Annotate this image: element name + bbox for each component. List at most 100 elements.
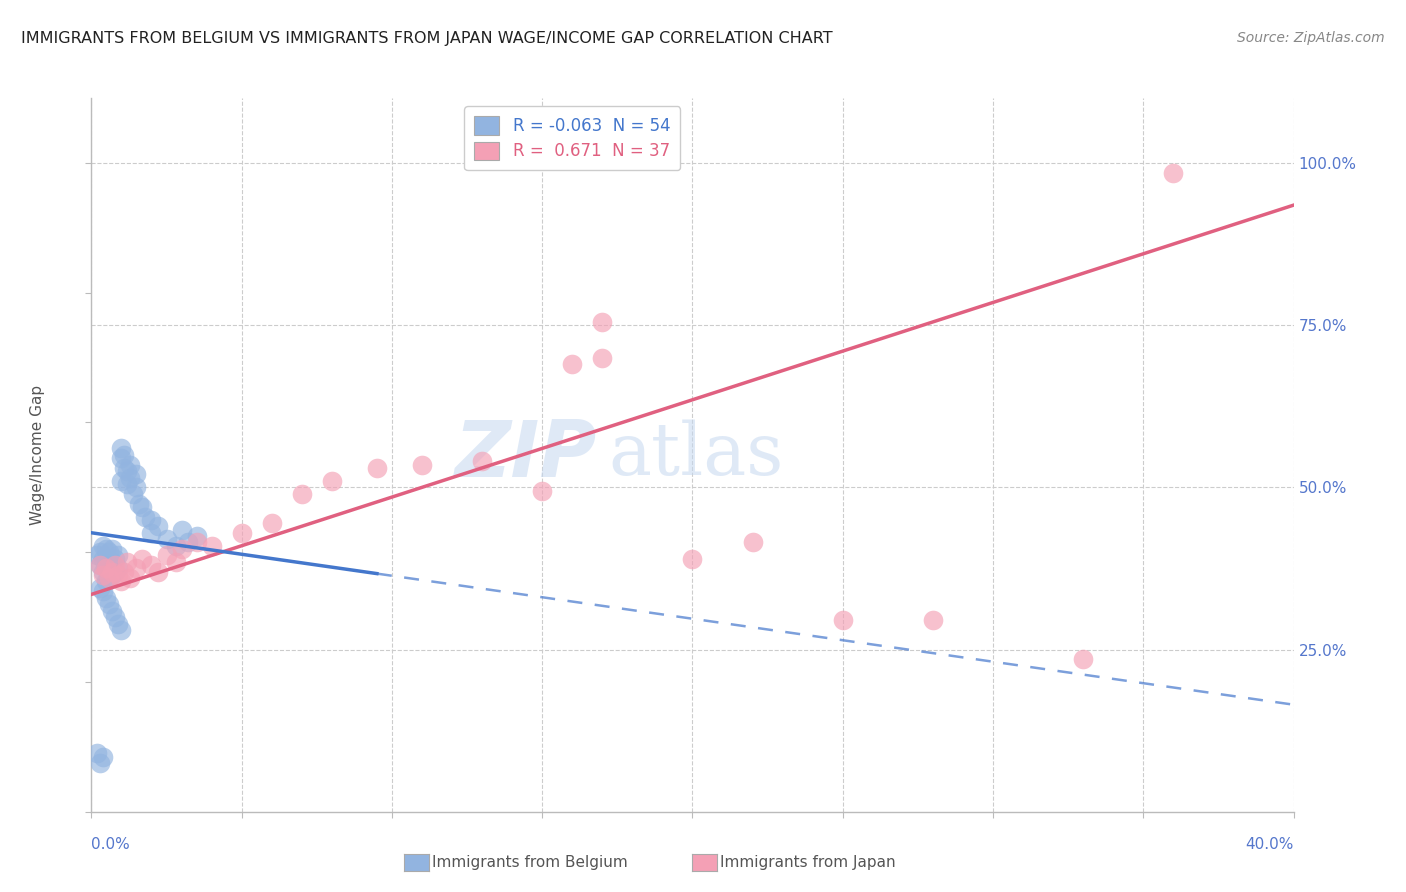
Point	[134, 509, 156, 524]
Point	[107, 561, 129, 575]
Point	[98, 545, 121, 559]
Point	[131, 551, 153, 566]
Point	[120, 470, 142, 484]
Text: 0.0%: 0.0%	[91, 837, 131, 852]
Point	[114, 461, 136, 475]
Point	[170, 523, 193, 537]
Text: Immigrants from Belgium: Immigrants from Belgium	[432, 855, 627, 870]
Point	[98, 571, 121, 585]
Point	[561, 357, 583, 371]
Point	[146, 519, 169, 533]
Point	[125, 467, 148, 482]
Point	[96, 541, 118, 556]
Point	[89, 558, 111, 573]
Point	[117, 464, 139, 478]
Point	[831, 613, 853, 627]
Point	[471, 454, 494, 468]
Point	[1161, 166, 1184, 180]
Point	[681, 551, 703, 566]
Point	[186, 529, 208, 543]
Point	[93, 565, 115, 579]
Point	[141, 513, 163, 527]
Point	[89, 581, 111, 595]
Point	[411, 458, 433, 472]
Point	[741, 535, 763, 549]
Point	[155, 549, 177, 563]
Text: Source: ZipAtlas.com: Source: ZipAtlas.com	[1237, 31, 1385, 45]
Point	[141, 558, 163, 573]
Point	[1071, 652, 1094, 666]
Point	[104, 610, 127, 624]
Point	[107, 549, 129, 563]
Point	[86, 747, 108, 761]
Point	[165, 539, 187, 553]
Point	[291, 487, 314, 501]
Point	[101, 568, 124, 582]
Point	[93, 551, 115, 566]
Point	[120, 571, 142, 585]
Point	[89, 545, 111, 559]
Text: Immigrants from Japan: Immigrants from Japan	[720, 855, 896, 870]
Point	[101, 565, 124, 579]
Point	[86, 549, 108, 563]
Point	[146, 565, 169, 579]
Text: atlas: atlas	[609, 419, 783, 491]
Point	[110, 574, 132, 589]
Point	[114, 448, 136, 462]
Point	[922, 613, 945, 627]
Point	[231, 525, 253, 540]
Point	[110, 623, 132, 637]
Point	[93, 568, 115, 582]
Point	[114, 565, 136, 579]
Point	[96, 574, 118, 589]
Point	[110, 474, 132, 488]
Point	[101, 604, 124, 618]
Point	[117, 477, 139, 491]
Point	[531, 483, 554, 498]
Point	[128, 497, 150, 511]
Point	[201, 539, 224, 553]
Point	[96, 591, 118, 605]
Point	[260, 516, 283, 530]
Text: IMMIGRANTS FROM BELGIUM VS IMMIGRANTS FROM JAPAN WAGE/INCOME GAP CORRELATION CHA: IMMIGRANTS FROM BELGIUM VS IMMIGRANTS FR…	[21, 31, 832, 46]
Point	[104, 551, 127, 566]
Point	[366, 461, 388, 475]
Point	[98, 558, 121, 573]
Point	[110, 451, 132, 466]
Text: 40.0%: 40.0%	[1246, 837, 1294, 852]
Point	[96, 561, 118, 575]
Point	[141, 525, 163, 540]
Point	[120, 458, 142, 472]
Point	[186, 535, 208, 549]
Text: Wage/Income Gap: Wage/Income Gap	[30, 384, 45, 525]
Point	[101, 555, 124, 569]
Point	[98, 597, 121, 611]
Point	[96, 561, 118, 575]
Point	[101, 541, 124, 556]
Point	[98, 571, 121, 585]
Point	[107, 568, 129, 582]
Text: ZIP: ZIP	[454, 417, 596, 493]
Point	[89, 756, 111, 770]
Point	[176, 535, 198, 549]
Point	[591, 315, 613, 329]
Point	[104, 558, 127, 573]
Point	[117, 555, 139, 569]
Point	[110, 442, 132, 456]
Point	[155, 533, 177, 547]
Point	[107, 616, 129, 631]
Point	[122, 487, 145, 501]
Point	[591, 351, 613, 365]
Point	[93, 584, 115, 599]
Point	[93, 539, 115, 553]
Point	[165, 555, 187, 569]
Point	[93, 749, 115, 764]
Point	[125, 561, 148, 575]
Point	[104, 565, 127, 579]
Point	[131, 500, 153, 514]
Point	[96, 551, 118, 566]
Point	[89, 558, 111, 573]
Point	[321, 474, 343, 488]
Point	[125, 480, 148, 494]
Legend: R = -0.063  N = 54, R =  0.671  N = 37: R = -0.063 N = 54, R = 0.671 N = 37	[464, 106, 681, 170]
